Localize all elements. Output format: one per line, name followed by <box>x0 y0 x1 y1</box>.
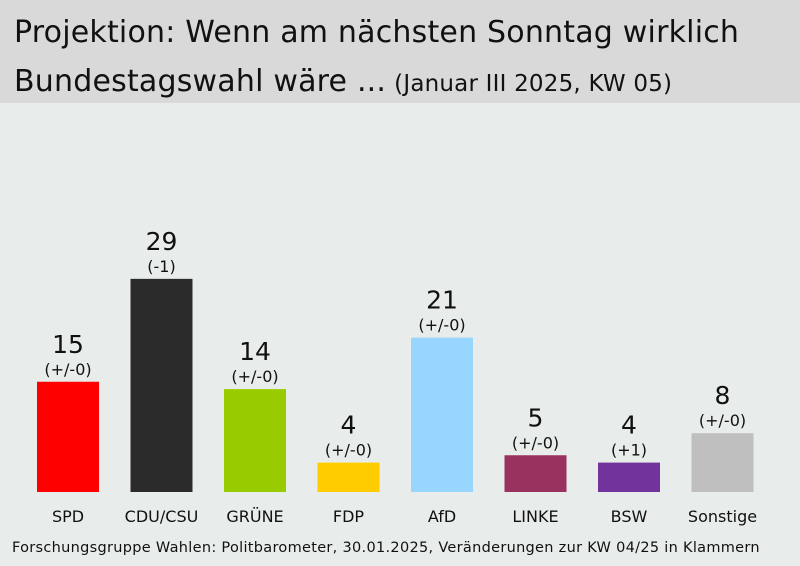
category-label-linke: LINKE <box>512 507 558 526</box>
value-label-linke: 5 <box>528 403 544 432</box>
bar-fdp <box>317 462 380 492</box>
source-note: Forschungsgruppe Wahlen: Politbarometer,… <box>12 540 760 556</box>
value-label-cdu-csu: 29 <box>146 227 178 256</box>
chart-subtitle: (Januar III 2025, KW 05) <box>394 71 673 97</box>
change-label-linke: (+/-0) <box>512 433 559 452</box>
category-label-sonstige: Sonstige <box>688 507 757 526</box>
chart-title-continued: Bundestagswahl wäre ... <box>14 64 387 99</box>
bar-chart: (+/-0)15SPD(-1)29CDU/CSU(+/-0)14GRÜNE(+/… <box>37 227 757 526</box>
bar-afd <box>411 337 473 492</box>
bar-linke <box>504 455 567 492</box>
value-label-fdp: 4 <box>341 411 357 440</box>
bar-gr-ne <box>224 389 286 492</box>
category-label-spd: SPD <box>52 507 84 526</box>
bar-cdu-csu <box>130 278 193 492</box>
value-label-sonstige: 8 <box>715 381 731 410</box>
chart-title-line2: Bundestagswahl wäre ... (Januar III 2025,… <box>14 64 672 99</box>
chart-title: Projektion: Wenn am nächsten Sonntag wir… <box>14 15 740 50</box>
title-bar: Projektion: Wenn am nächsten Sonntag wir… <box>0 0 800 103</box>
bar-spd <box>37 381 99 492</box>
category-label-cdu-csu: CDU/CSU <box>125 507 199 526</box>
bar-sonstige <box>691 433 754 492</box>
category-label-fdp: FDP <box>333 507 365 526</box>
value-label-bsw: 4 <box>621 411 637 440</box>
change-label-gr-ne: (+/-0) <box>231 367 278 386</box>
change-label-fdp: (+/-0) <box>325 441 372 460</box>
value-label-gr-ne: 14 <box>239 337 271 366</box>
change-label-cdu-csu: (-1) <box>147 257 175 276</box>
category-label-gr-ne: GRÜNE <box>226 507 283 526</box>
change-label-bsw: (+1) <box>611 441 647 460</box>
value-label-afd: 21 <box>426 286 458 315</box>
category-label-afd: AfD <box>428 507 456 526</box>
category-label-bsw: BSW <box>611 507 648 526</box>
bar-bsw <box>598 462 660 492</box>
change-label-spd: (+/-0) <box>44 360 91 379</box>
value-label-spd: 15 <box>52 330 84 359</box>
change-label-afd: (+/-0) <box>418 316 465 335</box>
change-label-sonstige: (+/-0) <box>699 411 746 430</box>
